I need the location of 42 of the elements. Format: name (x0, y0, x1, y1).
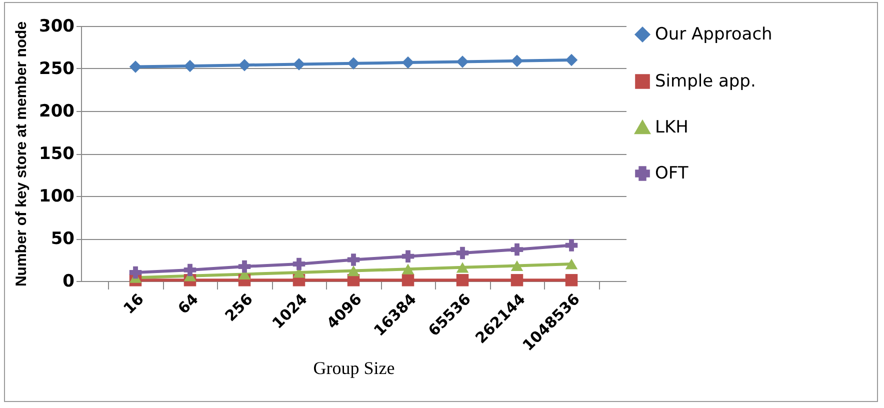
point (184, 60, 196, 72)
point (510, 274, 524, 286)
point (347, 254, 360, 266)
y-tick-label: 250 (39, 59, 75, 79)
point (129, 60, 142, 73)
point (510, 243, 524, 256)
y-axis-title: Number of key store at member node (13, 21, 30, 287)
point (456, 274, 469, 286)
y-tick-label: 150 (39, 144, 75, 164)
y-tick-label: 100 (39, 186, 75, 206)
point (238, 260, 251, 273)
y-tick-label: 200 (39, 102, 75, 122)
point (456, 56, 469, 68)
point (456, 262, 469, 273)
point (510, 54, 524, 67)
point (238, 58, 251, 72)
point (402, 56, 414, 69)
point (510, 260, 524, 272)
point (402, 274, 414, 286)
y-tick-label: 50 (50, 229, 75, 249)
point (402, 264, 414, 274)
y-tick-label: 300 (39, 16, 75, 36)
x-tick-label: 64 (174, 290, 202, 318)
legend-label: Our Approach (655, 24, 772, 44)
point (184, 264, 196, 276)
point (347, 265, 360, 276)
point (292, 58, 306, 70)
point (565, 54, 578, 66)
point (456, 246, 469, 260)
point (292, 258, 306, 270)
point (565, 258, 578, 270)
legend-label: LKH (655, 118, 688, 138)
x-axis-title: Group Size (313, 358, 395, 378)
point (402, 250, 414, 262)
point (565, 239, 578, 252)
legend-label: Simple app. (655, 72, 756, 92)
legend-label: OFT (655, 164, 689, 184)
point (565, 274, 578, 286)
x-tick-label: 16 (120, 290, 148, 318)
y-tick-label: 0 (62, 272, 75, 292)
point (347, 57, 360, 70)
point (129, 266, 142, 279)
